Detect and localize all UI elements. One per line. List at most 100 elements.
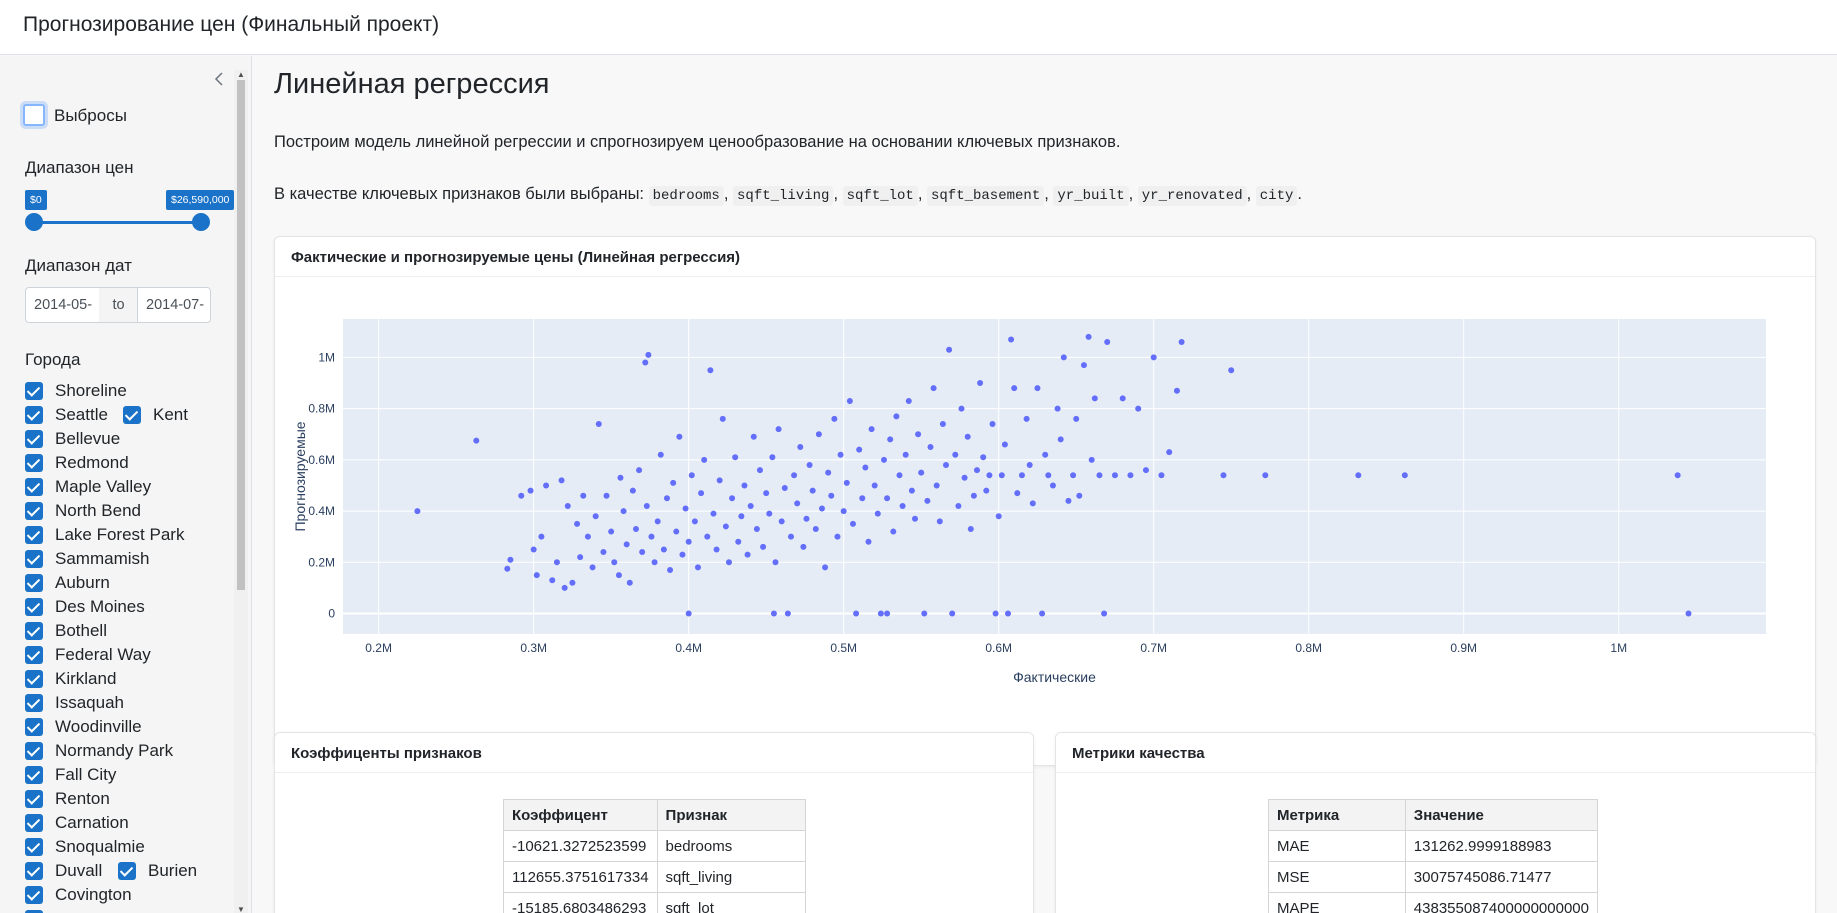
scatter-chart[interactable]: 0.2M 0.3M 0.4M 0.5M 0.6M 0.7M 0.8M 0.9M 1M 0 0.2M 0… — [275, 278, 1815, 766]
page-title: Линейная регрессия — [274, 68, 550, 100]
scatter-point — [1014, 490, 1021, 497]
scatter-point — [558, 477, 565, 484]
y-tick-label: 0.2M — [308, 555, 335, 569]
city-checkbox-shoreline[interactable] — [25, 382, 43, 400]
city-label-kirkland: Kirkland — [55, 669, 117, 688]
scatter-point — [1166, 449, 1173, 456]
scrollbar-thumb[interactable] — [237, 80, 245, 590]
city-label-shoreline: Shoreline — [55, 381, 127, 400]
price-range-heading: Диапазон цен — [25, 158, 134, 177]
city-checkbox-next[interactable] — [25, 910, 43, 913]
scatter-point — [822, 564, 829, 571]
city-checkbox-north-bend[interactable] — [25, 502, 43, 520]
city-checkbox-fall-city[interactable] — [25, 766, 43, 784]
city-checkbox-kirkland[interactable] — [25, 670, 43, 688]
city-checkbox-federal-way[interactable] — [25, 646, 43, 664]
scatter-point — [1054, 405, 1061, 412]
scatter-point — [760, 543, 767, 550]
scatter-point — [853, 610, 860, 617]
scatter-point — [643, 502, 650, 509]
scatter-point — [781, 485, 788, 492]
city-checkbox-des-moines[interactable] — [25, 598, 43, 616]
scatter-point — [611, 559, 618, 566]
scatter-point — [1178, 339, 1185, 346]
scatter-point — [603, 492, 610, 499]
city-checkbox-bellevue[interactable] — [25, 430, 43, 448]
city-checkbox-snoqualmie[interactable] — [25, 838, 43, 856]
city-checkbox-issaquah[interactable] — [25, 694, 43, 712]
sidebar-scrollbar[interactable]: ▲ ▼ — [234, 70, 248, 913]
scatter-point — [980, 454, 987, 461]
scatter-point — [893, 413, 900, 420]
city-checkbox-lake-forest-park[interactable] — [25, 526, 43, 544]
city-checkbox-seattle[interactable] — [25, 406, 43, 424]
metrics-card-title: Метрики качества — [1056, 733, 1815, 773]
scatter-point — [834, 533, 841, 540]
column-header[interactable]: Признак — [656, 799, 807, 831]
city-checkbox-renton[interactable] — [25, 790, 43, 808]
scatter-point — [986, 472, 993, 479]
column-header[interactable]: Метрика — [1268, 799, 1406, 831]
city-checkbox-maple-valley[interactable] — [25, 478, 43, 496]
city-checkbox-kent[interactable] — [123, 406, 141, 424]
column-header[interactable]: Коэффицент — [503, 799, 658, 831]
price-slider-max-handle[interactable] — [192, 213, 210, 231]
city-checkbox-normandy-park[interactable] — [25, 742, 43, 760]
y-tick-label: 0.8M — [308, 402, 335, 416]
city-label-issaquah: Issaquah — [55, 693, 124, 712]
date-range-separator: to — [99, 287, 138, 323]
table-row: MAPE 438355087400000000000 — [1268, 892, 1599, 913]
scatter-point — [1135, 405, 1142, 412]
scatter-point — [989, 421, 996, 427]
scatter-point — [896, 472, 903, 479]
scatter-point — [856, 446, 863, 453]
feature-code: sqft_living — [733, 186, 834, 206]
chevron-left-icon[interactable] — [211, 70, 227, 88]
scatter-point — [595, 421, 602, 427]
column-header[interactable]: Значение — [1404, 799, 1599, 831]
price-slider-track[interactable] — [34, 221, 202, 224]
city-checkbox-burien[interactable] — [118, 862, 136, 880]
city-checkbox-sammamish[interactable] — [25, 550, 43, 568]
city-checkbox-covington[interactable] — [25, 886, 43, 904]
scatter-point — [884, 495, 891, 502]
scatter-point — [902, 451, 909, 458]
scatter-point — [936, 518, 943, 525]
city-label-covington: Covington — [55, 885, 132, 904]
city-checkbox-redmond[interactable] — [25, 454, 43, 472]
scatter-point — [837, 451, 844, 458]
scatter-point — [1023, 415, 1030, 422]
city-checkbox-duvall[interactable] — [25, 862, 43, 880]
city-checkbox-bothell[interactable] — [25, 622, 43, 640]
city-checkbox-woodinville[interactable] — [25, 718, 43, 736]
scatter-point — [812, 526, 819, 532]
scatter-point — [530, 546, 537, 553]
price-slider-min-handle[interactable] — [25, 213, 43, 231]
date-start-input[interactable]: 2014-05- — [25, 287, 100, 323]
scatter-point — [564, 502, 571, 509]
city-checkbox-carnation[interactable] — [25, 814, 43, 832]
intro-text: Построим модель линейной регрессии и спр… — [274, 133, 1121, 151]
scatter-point — [995, 513, 1002, 520]
scatter-point — [763, 490, 770, 497]
scatter-point — [952, 451, 959, 458]
city-checkbox-auburn[interactable] — [25, 574, 43, 592]
scatter-point — [955, 502, 962, 509]
scatter-point — [473, 437, 480, 444]
city-label-auburn: Auburn — [55, 573, 110, 592]
scatter-point — [569, 579, 576, 586]
scatter-point — [561, 584, 568, 591]
outliers-checkbox[interactable] — [23, 104, 45, 126]
scatter-point — [623, 541, 630, 548]
scatter-point — [1220, 472, 1227, 479]
scatter-point — [1401, 472, 1408, 479]
scroll-down-icon[interactable]: ▼ — [237, 905, 245, 913]
scroll-up-icon[interactable]: ▲ — [237, 70, 245, 79]
scatter-point — [1029, 500, 1036, 507]
date-end-input[interactable]: 2014-07- — [137, 287, 211, 323]
scatter-point — [862, 464, 869, 471]
scatter-point — [939, 421, 946, 427]
scatter-point — [704, 533, 711, 540]
x-tick-label: 0.7M — [1140, 641, 1167, 655]
scatter-point — [549, 577, 556, 584]
